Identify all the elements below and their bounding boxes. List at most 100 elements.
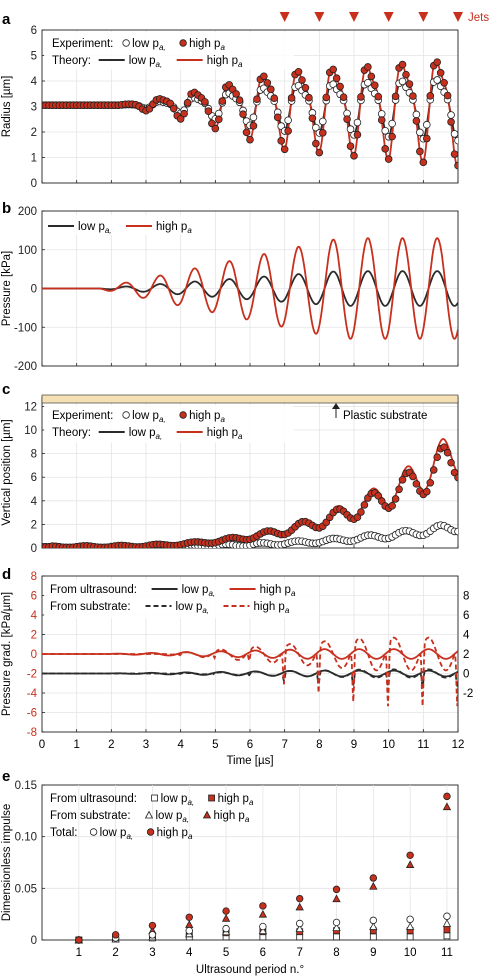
legend-marker [151,794,159,802]
data-point [343,115,351,123]
series-line-high [42,237,458,340]
data-point [433,58,442,66]
data-point [242,128,251,137]
xtick-label: 3 [143,739,149,751]
ytick-label: 0 [31,543,37,555]
data-point [277,137,286,145]
legend-low-label: low pa, [161,793,195,807]
data-point [295,924,304,933]
data-point [183,98,192,107]
data-point [215,115,223,124]
legend-sub: a [245,815,250,824]
xtick-label: 9 [370,947,376,959]
data-point [185,913,193,921]
ytick-label: 4 [31,76,38,88]
ytick-label: -200 [14,361,37,373]
data-point [148,921,157,930]
data-point [294,67,303,76]
ytick-label: 100 [18,245,37,257]
data-point [364,63,372,71]
ytick-label: 2 [31,127,37,139]
xtick-label: 11 [441,947,453,959]
data-point [447,111,455,119]
axes-box [41,784,459,941]
data-point [201,98,209,106]
legend-low-label: low pa, [132,38,166,52]
data-point [336,82,344,91]
panel-letter-c: c [2,381,10,398]
data-point [239,110,247,118]
data-point [360,501,369,509]
legend-sub: a [238,432,243,441]
data-point [249,113,258,122]
xtick-label: 2 [112,947,118,959]
ytick-label: 0 [31,178,37,190]
legend-sub: a, [156,432,163,441]
legend-prefix: From substrate: [50,601,131,613]
data-point [301,83,310,92]
legend-sub: a, [105,226,112,235]
data-point [384,155,393,163]
ytick-right-label: 8 [463,591,469,603]
data-point [406,933,414,941]
data-point [398,475,407,484]
series-line-ultrasound-low [42,669,458,678]
ytick-label: 200 [18,206,37,218]
ytick-label: 0 [31,284,37,296]
data-point [204,107,213,115]
data-point [395,485,403,494]
data-point [440,79,448,87]
data-point [377,116,386,124]
data-point [391,495,400,503]
legend-low-label: low pa, [182,584,216,598]
data-point [266,85,275,94]
data-point [353,513,362,522]
data-point [312,139,320,148]
panel-letter-b: b [2,200,11,217]
data-point [298,76,306,84]
data-point [409,472,417,481]
legend-sub: a [187,226,192,235]
ytick-label: 12 [24,401,37,413]
panel-a: a 0 1 2 3 4 5 6 Radius [µm] Jets Experiment: low pa… [1,11,489,190]
data-point [369,922,378,930]
legend-high-label: high pa [157,827,193,841]
ytick-label: 0 [31,935,37,947]
panel-letter-e: e [2,768,10,785]
data-point [405,922,415,930]
y-axis-label: Vertical position [µm] [1,419,13,525]
legend-sub: a, [208,589,215,598]
data-point [258,926,268,935]
ytick-label: 3 [31,102,37,114]
data-point [176,115,185,123]
xtick-label: 12 [452,739,465,751]
data-point [416,147,424,156]
legend-low-label: low pa, [100,827,134,841]
y-axis-label: Radius [µm] [1,76,13,138]
legend-sub: a [285,606,290,615]
data-point [295,902,304,911]
legend-sub: a [249,798,254,807]
data-point [166,99,175,108]
legend-marker [144,810,154,819]
plot-area [42,58,458,170]
data-point [454,527,458,536]
data-point [426,92,435,100]
data-point [443,792,451,801]
data-point [381,126,390,135]
legend-sub: a, [182,815,189,824]
legend-marker [122,411,130,419]
xtick-label: 5 [212,739,218,751]
data-point [364,79,372,87]
legend-prefix: From ultrasound: [50,793,137,805]
data-point [322,93,331,102]
data-point [433,76,442,84]
data-point [419,158,428,167]
data-point [388,502,396,510]
data-point [409,92,417,100]
legend-marker [202,810,212,819]
legend-marker [146,828,155,836]
data-point [329,65,338,74]
ytick-label: 6 [31,25,37,37]
ytick-right-label: -2 [463,688,473,700]
